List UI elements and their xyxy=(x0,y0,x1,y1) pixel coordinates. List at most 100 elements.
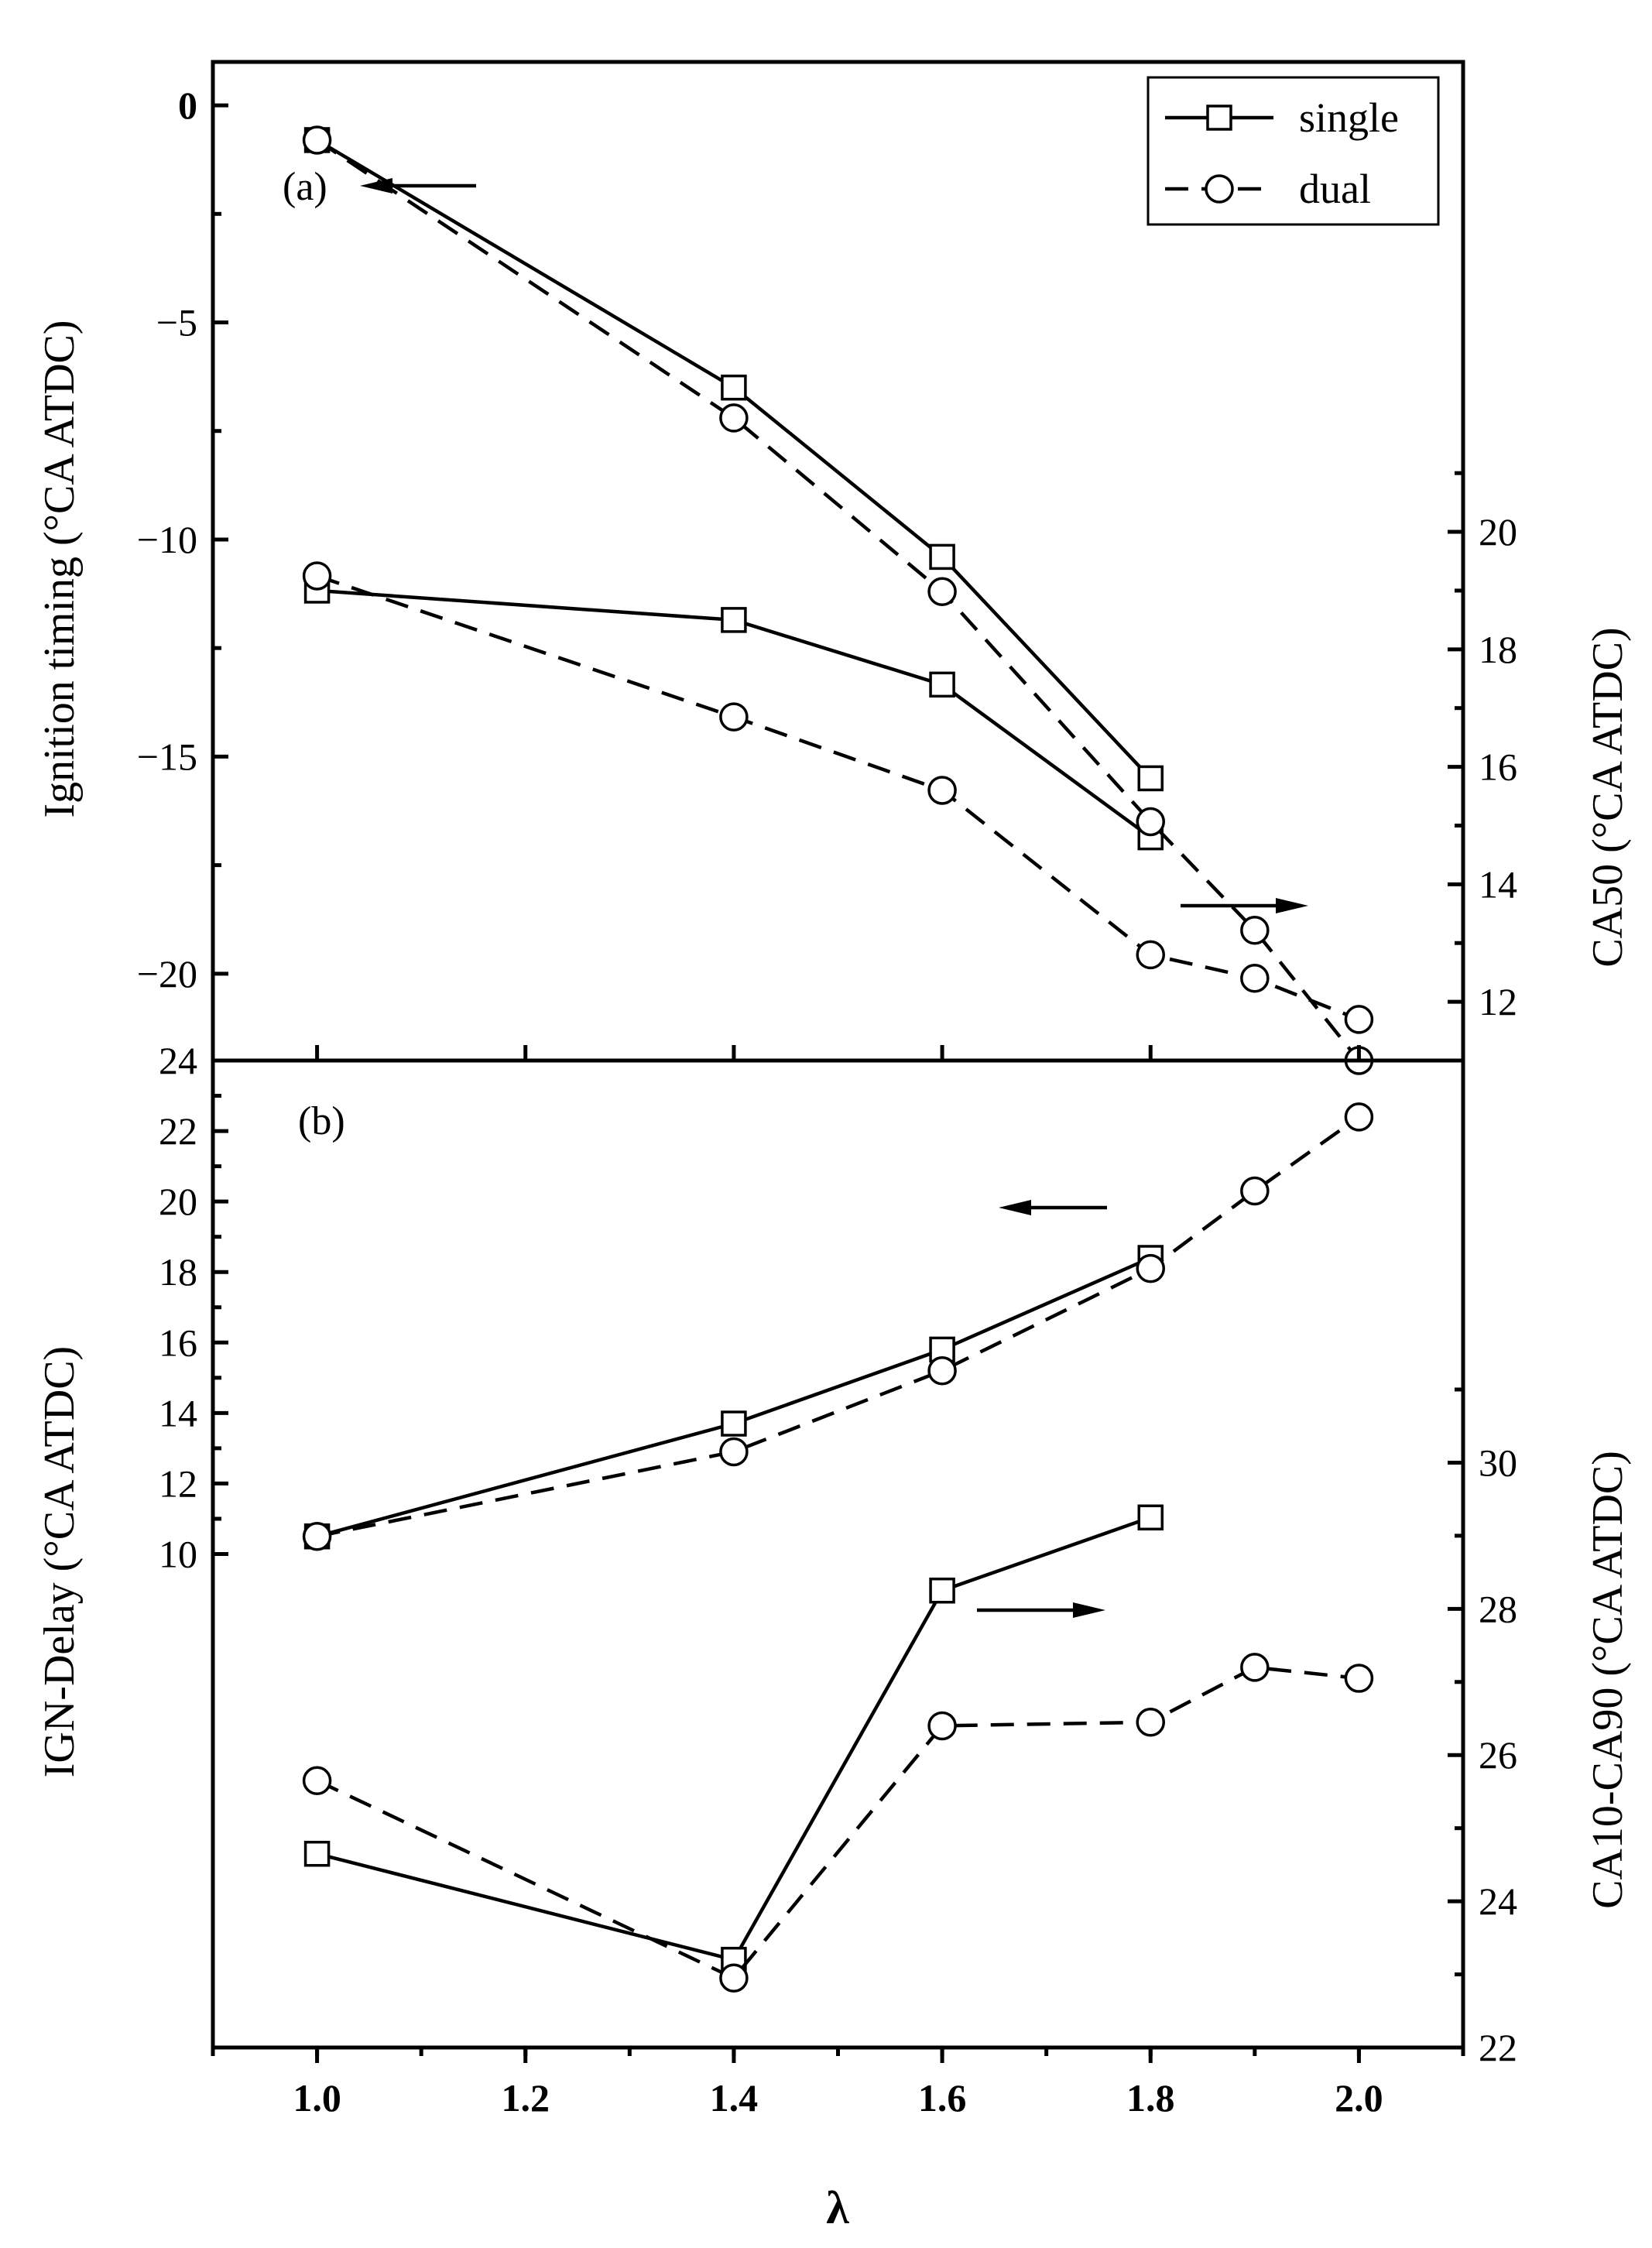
right-tick-label: 12 xyxy=(1479,980,1517,1023)
x-axis: 1.0 1.2 1.4 1.6 1.8 2.0 λ xyxy=(211,1045,1465,2233)
data-point-dual-1.9 xyxy=(1240,915,1270,945)
right-axis-arrow-icon-head xyxy=(1276,898,1308,913)
right-axis-arrow-icon xyxy=(1181,898,1308,913)
data-point-dual-1 xyxy=(302,561,332,591)
left-axis-arrow-icon-head xyxy=(999,1200,1031,1215)
left-tick-label: −5 xyxy=(156,301,197,344)
legend-label-single: single xyxy=(1299,94,1399,141)
left-tick-label: −15 xyxy=(137,735,197,778)
left-tick-label: 18 xyxy=(159,1250,197,1294)
data-point-dual-1.9 xyxy=(1240,964,1270,993)
series-line-single xyxy=(317,1516,1151,1962)
series-line-dual xyxy=(316,1665,1359,1981)
series-line-single xyxy=(317,588,1152,839)
panel-label: (b) xyxy=(298,1099,345,1143)
left-axis-arrow-icon-head xyxy=(360,178,392,194)
data-point-dual-1.9 xyxy=(1240,1653,1270,1682)
legend-label-dual: dual xyxy=(1299,166,1371,212)
data-point-dual-1 xyxy=(302,125,332,155)
right-axis-title: CA10-CA90 (°CA ATDC) xyxy=(1584,1451,1632,1909)
data-point-dual-1.4 xyxy=(719,403,749,433)
left-axis-arrow-icon xyxy=(999,1200,1107,1215)
data-point-dual-1.4 xyxy=(719,702,749,732)
left-tick-label: 22 xyxy=(159,1109,197,1153)
data-point-single-1.4 xyxy=(721,1410,747,1437)
x-tick-label: 2.0 xyxy=(1335,2076,1383,2119)
left-tick-label: 12 xyxy=(159,1462,197,1505)
x-tick-label: 1.4 xyxy=(710,2076,759,2119)
data-point-single-1.8 xyxy=(1137,1504,1164,1531)
right-tick-label: 24 xyxy=(1479,1880,1517,1923)
left-tick-label: 24 xyxy=(159,1039,197,1082)
data-point-dual-2 xyxy=(1344,1102,1374,1132)
data-point-dual-1.8 xyxy=(1136,1253,1165,1283)
data-point-dual-1.4 xyxy=(719,1437,749,1467)
series-line-dual xyxy=(316,574,1360,1021)
legend-marker-single xyxy=(1206,105,1232,131)
data-point-dual-1 xyxy=(302,1766,332,1796)
data-point-dual-1.6 xyxy=(927,1355,957,1386)
right-axis-arrow-icon xyxy=(977,1602,1105,1618)
data-point-dual-2 xyxy=(1344,1005,1374,1034)
data-point-dual-1.6 xyxy=(927,776,957,805)
panel-a: 0 −5 −10 −15 −20 12 14 16 18 20 Ignition timing (°… xyxy=(36,76,1632,1075)
x-tick-label: 1.6 xyxy=(918,2076,967,2119)
series-dual-left xyxy=(302,125,1374,1075)
x-tick-label: 1.8 xyxy=(1126,2076,1175,2119)
data-point-single-1.6 xyxy=(929,1336,955,1363)
panel-b: 10 12 14 16 18 20 22 24 22 24 26 28 30 IGN-Delay (°CA… xyxy=(36,1039,1632,2069)
left-axis-arrow-icon xyxy=(360,178,476,194)
left-tick-label: 14 xyxy=(159,1391,197,1434)
data-point-dual-2 xyxy=(1344,1664,1374,1693)
data-point-dual-1.6 xyxy=(927,577,957,607)
series-dual-left xyxy=(302,1102,1374,1551)
right-tick-label: 18 xyxy=(1479,628,1517,671)
panel-label: (a) xyxy=(283,165,327,209)
left-tick-label: −20 xyxy=(137,952,197,995)
plot-frame-b xyxy=(211,1058,1465,2050)
data-point-single-1.4 xyxy=(721,607,747,633)
axes-frame xyxy=(211,60,1465,2050)
data-point-dual-1.9 xyxy=(1240,1176,1270,1206)
right-axis-arrow-icon-head xyxy=(1073,1602,1105,1618)
right-tick-label: 30 xyxy=(1479,1441,1517,1484)
data-point-dual-1.8 xyxy=(1136,807,1165,837)
series-line-single xyxy=(317,1256,1152,1538)
left-axis-title: Ignition timing (°CA ATDC) xyxy=(36,320,84,817)
left-axis-title: IGN-Delay (°CA ATDC) xyxy=(36,1346,84,1777)
right-tick-label: 16 xyxy=(1479,745,1517,789)
data-point-single-1 xyxy=(303,1840,331,1867)
left-tick-label: 10 xyxy=(159,1533,197,1576)
legend-box xyxy=(1146,76,1440,226)
right-tick-label: 22 xyxy=(1479,2026,1517,2069)
x-axis-title: λ xyxy=(826,2182,849,2233)
left-tick-label: 16 xyxy=(159,1321,197,1364)
series-dual-right xyxy=(302,561,1374,1034)
x-tick-label: 1.2 xyxy=(502,2076,550,2119)
x-tick-label: 1.0 xyxy=(293,2076,341,2119)
data-point-dual-1.4 xyxy=(719,1963,749,1993)
data-point-single-1.6 xyxy=(929,543,955,571)
right-tick-label: 20 xyxy=(1479,510,1517,553)
series-line-single xyxy=(316,139,1152,780)
legend-marker-dual xyxy=(1205,174,1234,204)
data-point-dual-1.8 xyxy=(1136,940,1165,970)
series-line-dual xyxy=(316,139,1361,1062)
left-tick-label: 0 xyxy=(178,84,197,127)
data-point-single-1.4 xyxy=(721,374,747,401)
data-point-dual-1.8 xyxy=(1136,1707,1165,1737)
series-dual-right xyxy=(302,1653,1374,1993)
right-axis-title: CA50 (°CA ATDC) xyxy=(1584,627,1632,967)
right-tick-label: 28 xyxy=(1479,1587,1517,1630)
data-point-single-1.6 xyxy=(929,1577,955,1604)
right-tick-label: 26 xyxy=(1479,1733,1517,1777)
data-point-dual-1 xyxy=(302,1521,332,1551)
data-point-single-1.6 xyxy=(929,671,955,698)
legend: single dual xyxy=(1146,76,1440,226)
left-tick-label: −10 xyxy=(137,518,197,561)
left-tick-label: 20 xyxy=(159,1180,197,1223)
right-tick-label: 14 xyxy=(1479,862,1517,906)
series-line-dual xyxy=(317,1115,1360,1538)
